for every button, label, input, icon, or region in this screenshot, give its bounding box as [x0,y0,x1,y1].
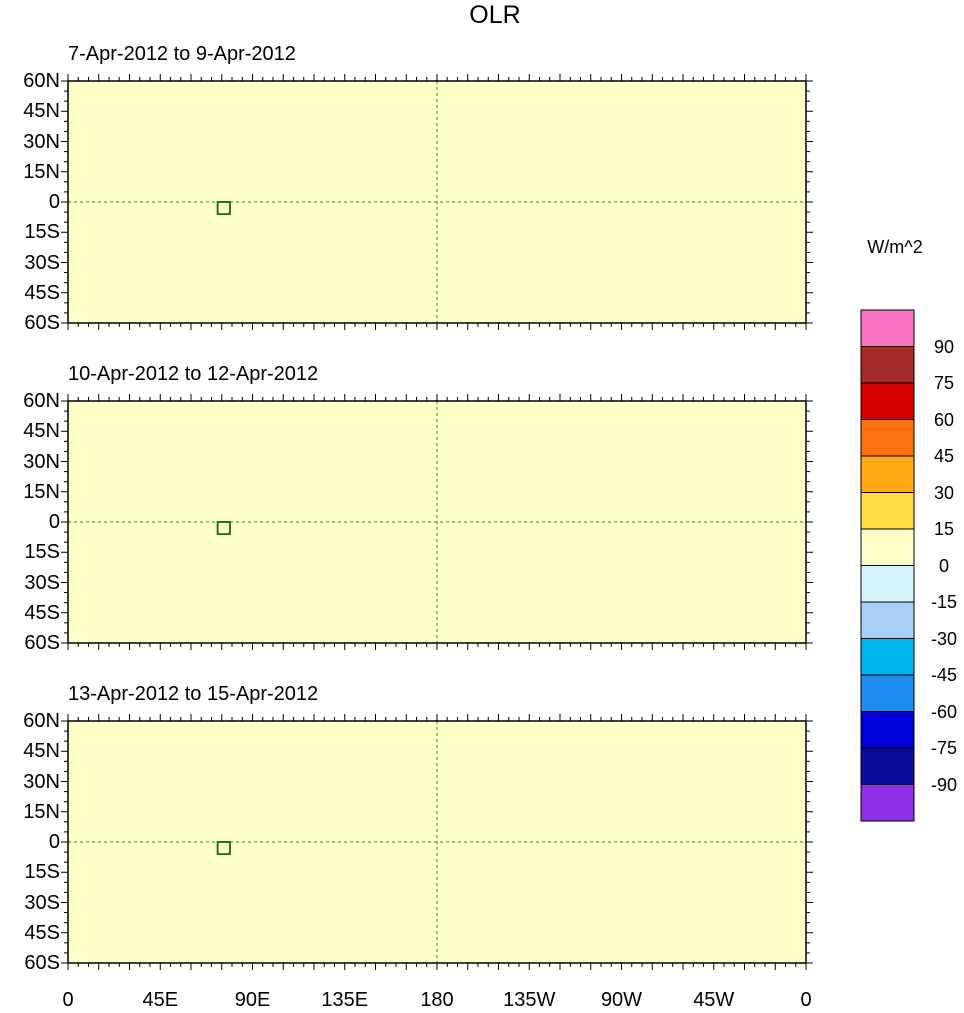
lat-tick-label: 0 [48,831,60,853]
lat-tick-label: 45S [24,921,60,944]
lat-tick-label: 45N [23,740,60,763]
colorbar-box [860,565,915,603]
colorbar-label: -60 [930,701,957,722]
lat-tick-label: 60N [23,390,60,412]
colorbar-box [860,638,915,676]
lat-tick-label: 30S [24,251,60,274]
colorbar-label: 0 [938,555,949,576]
colorbar-label: -45 [930,665,957,685]
colorbar-label: -75 [930,738,957,758]
colorbar-box [860,674,915,712]
lat-tick-label: 30S [24,891,60,914]
colorbar-label: -15 [930,592,957,612]
lat-tick-label: 15S [24,861,60,884]
lat-tick-label: 15S [24,221,60,244]
lat-tick-label: 30S [24,571,60,594]
lat-tick-label: 60N [23,710,60,732]
chart-title: OLR [469,1,521,29]
colorbar-box [860,382,915,420]
lat-tick-label: 0 [48,191,60,213]
colorbar-box [860,419,915,457]
lat-tick-label: 0 [48,511,60,533]
lat-tick-label: 15N [23,800,60,823]
colorbar-label: 90 [933,336,955,357]
lat-tick-label: 30N [23,450,60,473]
lon-tick-label: 0 [800,989,812,1011]
lat-tick-label: 60S [24,952,60,974]
lat-tick-label: 15N [23,480,60,503]
region-box [216,841,231,856]
lon-tick-label: 90W [600,989,643,1011]
lat-tick-label: 45S [24,281,60,304]
panel-1-title: 7-Apr-2012 to 9-Apr-2012 [68,43,296,65]
colorbar-label: 60 [933,409,955,430]
colorbar-box [860,346,915,384]
region-box [216,201,231,216]
panel-3-title: 13-Apr-2012 to 15-Apr-2012 [68,683,319,705]
colorbar-label: 75 [933,373,955,393]
lat-tick-label: 45S [24,601,60,624]
colorbar-box [860,455,915,493]
colorbar-box [860,784,915,822]
panel-2-title: 10-Apr-2012 to 12-Apr-2012 [68,363,319,385]
lon-tick-label: 180 [420,989,454,1011]
colorbar-label: -30 [930,628,957,649]
lon-tick-label: 45W [693,989,735,1011]
colorbar-label: 45 [933,446,955,466]
colorbar-units: W/m^2 [867,237,923,257]
colorbar-box [860,747,915,785]
colorbar-label: -90 [930,774,957,795]
lon-tick-label: 135W [503,989,556,1011]
lat-tick-label: 60S [24,312,60,334]
region-box [216,521,231,536]
colorbar-box [860,528,915,566]
lat-tick-label: 60S [24,632,60,654]
lat-tick-label: 30N [23,770,60,793]
lon-tick-label: 135E [321,989,369,1011]
colorbar-label: 30 [933,482,955,503]
lon-tick-label: 45E [142,989,179,1011]
colorbar-box [860,711,915,749]
lat-tick-label: 45N [23,100,60,123]
lat-tick-label: 30N [23,130,60,153]
lon-tick-label: 0 [62,989,74,1011]
colorbar-box [860,492,915,530]
colorbar-label: 15 [933,519,955,539]
lat-tick-label: 15N [23,160,60,183]
lat-tick-label: 60N [23,70,60,92]
lat-tick-label: 15S [24,541,60,564]
lon-tick-label: 90E [234,989,271,1011]
colorbar-box [860,309,915,347]
colorbar-box [860,601,915,639]
lat-tick-label: 45N [23,420,60,443]
